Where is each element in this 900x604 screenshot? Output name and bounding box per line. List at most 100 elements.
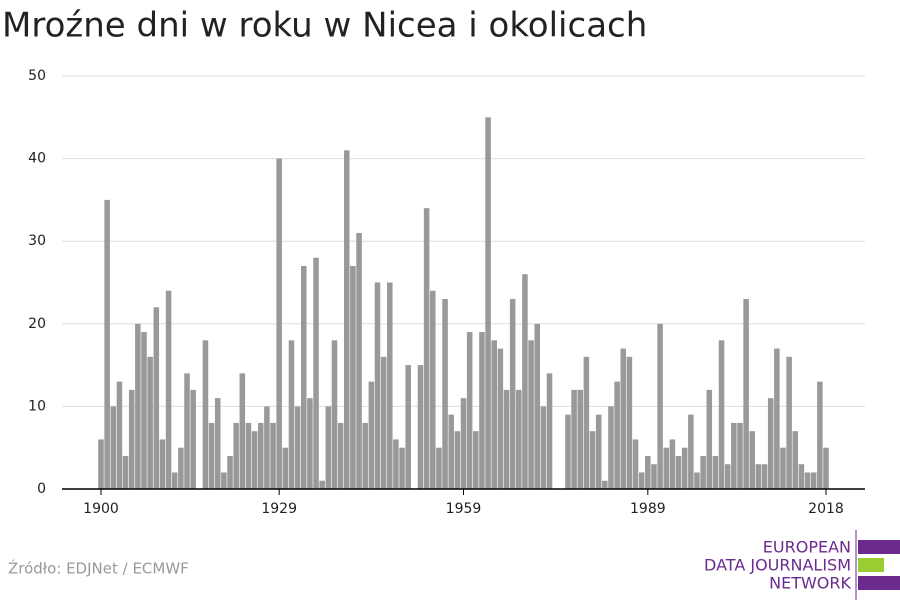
bar <box>546 373 553 489</box>
bar <box>288 340 295 489</box>
bar <box>153 307 160 489</box>
y-tick-label: 0 <box>37 481 46 497</box>
bar <box>485 117 491 490</box>
bar <box>583 356 590 489</box>
bar <box>755 464 762 489</box>
bar <box>442 299 448 489</box>
bar <box>645 455 651 489</box>
logo-bar <box>858 558 884 572</box>
bar <box>724 464 731 489</box>
bar <box>737 422 743 489</box>
bar <box>780 447 786 489</box>
bar <box>313 257 319 489</box>
bar <box>436 447 442 489</box>
bar <box>276 158 282 489</box>
bar <box>638 472 645 489</box>
bar <box>823 447 829 489</box>
bar <box>761 464 768 489</box>
x-tick-label: 1989 <box>630 501 666 517</box>
bar <box>774 348 780 489</box>
logo-bar <box>858 540 900 554</box>
bar <box>810 472 817 489</box>
bar <box>387 282 393 489</box>
logo: EUROPEAN DATA JOURNALISM NETWORK <box>704 530 900 600</box>
bar <box>251 431 258 489</box>
bar <box>178 447 184 489</box>
bar <box>300 265 307 489</box>
bar <box>767 398 774 489</box>
bar <box>423 208 430 489</box>
bar <box>608 406 614 489</box>
bar <box>565 414 571 489</box>
bar <box>712 455 719 489</box>
bar <box>491 340 497 489</box>
bar <box>448 414 454 489</box>
bar <box>817 381 823 489</box>
x-tick-label: 1959 <box>446 501 482 517</box>
bar <box>509 299 516 489</box>
bar <box>688 414 694 489</box>
bar <box>522 274 528 489</box>
bar <box>122 455 129 489</box>
bar <box>325 406 332 489</box>
bar <box>147 356 153 489</box>
bar <box>577 389 584 489</box>
bar <box>331 340 338 489</box>
y-tick-label: 30 <box>28 233 46 249</box>
bar <box>128 389 135 489</box>
bar <box>282 447 289 489</box>
bar <box>731 422 737 489</box>
bar <box>657 323 663 489</box>
logo-text: DATA JOURNALISM <box>704 556 851 575</box>
bar <box>393 439 399 489</box>
bar <box>479 332 485 489</box>
bar <box>497 348 504 489</box>
bar <box>804 472 811 489</box>
bar <box>595 414 602 489</box>
bar <box>110 406 117 489</box>
bar <box>663 447 670 489</box>
bar <box>221 472 227 489</box>
bar <box>208 422 215 489</box>
source: Źródło: EDJNet / ECMWF <box>8 559 189 578</box>
bar <box>620 348 627 489</box>
bar <box>227 455 233 489</box>
bar <box>294 406 301 489</box>
bar <box>798 464 805 489</box>
bar <box>417 365 424 489</box>
chart-title: Mroźne dni w roku w Nicea i okolicach <box>2 6 647 46</box>
bar <box>454 431 461 489</box>
bar <box>632 439 639 489</box>
bar <box>614 381 620 489</box>
bar <box>245 422 252 489</box>
x-tick-label: 2018 <box>808 501 844 517</box>
bar <box>602 480 608 489</box>
bar <box>337 422 344 489</box>
bar <box>399 447 405 489</box>
y-tick-label: 50 <box>28 68 46 84</box>
bar <box>257 422 264 489</box>
bar <box>190 389 196 489</box>
bar <box>749 431 756 489</box>
bar <box>319 480 325 489</box>
bar <box>589 431 596 489</box>
bar <box>135 323 141 489</box>
bar <box>792 431 799 489</box>
bar <box>516 389 522 489</box>
bar <box>307 398 313 489</box>
bar <box>430 290 436 489</box>
y-tick-label: 20 <box>28 316 46 332</box>
bar <box>700 455 706 489</box>
bar <box>786 356 792 489</box>
bar <box>362 422 368 489</box>
bar <box>460 398 467 489</box>
bar <box>116 381 123 489</box>
bar <box>718 340 725 489</box>
bar <box>651 464 657 489</box>
bar <box>98 439 104 489</box>
x-tick-label: 1900 <box>83 501 119 517</box>
bar <box>626 356 633 489</box>
bar <box>534 323 540 489</box>
bar <box>264 406 270 489</box>
